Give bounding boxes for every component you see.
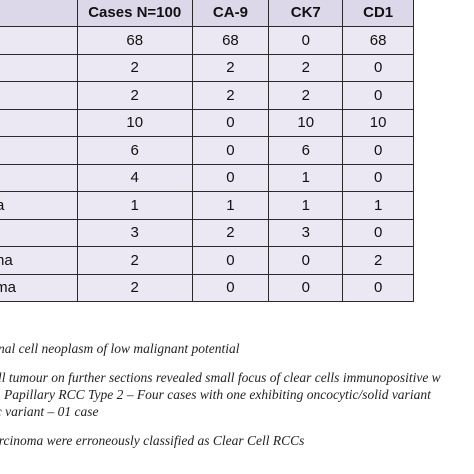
value-cell: 2 bbox=[76, 53, 193, 82]
table-row: ma3230 bbox=[0, 218, 414, 247]
value-cell: 0 bbox=[342, 53, 414, 82]
value-cell: 3 bbox=[76, 218, 193, 247]
row-label-cell: ma bbox=[0, 218, 78, 247]
value-cell: 0 bbox=[191, 246, 270, 275]
footnote-line: s, Papillary RCC Type 2 – Four cases wit… bbox=[0, 387, 431, 402]
value-cell: 4 bbox=[76, 163, 193, 192]
value-cell: 0 bbox=[342, 81, 414, 110]
value-cell: 2 bbox=[191, 53, 270, 82]
value-cell: 6 bbox=[76, 136, 193, 165]
value-cell: 10 bbox=[342, 108, 414, 137]
value-cell: 2 bbox=[268, 81, 344, 110]
table-row: 68 68 0 68 bbox=[0, 26, 414, 55]
table-row: arcinoma2002 bbox=[0, 246, 414, 275]
row-label-cell bbox=[0, 26, 78, 55]
value-cell: 0 bbox=[191, 273, 270, 302]
header-cell-cases: Cases N=100 bbox=[76, 0, 193, 27]
value-cell: 1 bbox=[268, 191, 344, 220]
footnotes: enal cell neoplasm of low malignant pote… bbox=[0, 340, 474, 449]
footnote-line: ell tumour on further sections revealed … bbox=[0, 370, 441, 385]
value-cell: 1 bbox=[191, 191, 270, 220]
header-cell-ck7: CK7 bbox=[268, 0, 344, 27]
value-cell: 2 bbox=[268, 53, 344, 82]
table-header-row: Cases N=100 CA-9 CK7 CD1 bbox=[0, 0, 414, 27]
table-row: 10 0 10 10 bbox=[0, 108, 414, 137]
value-cell: 0 bbox=[268, 246, 344, 275]
table-row: rcinoma1111 bbox=[0, 191, 414, 220]
footnote-line: arcinoma were erroneously classified as … bbox=[0, 433, 305, 448]
value-cell: 0 bbox=[191, 108, 270, 137]
value-cell: 2 bbox=[191, 218, 270, 247]
value-cell: 0 bbox=[342, 163, 414, 192]
row-label-cell: r RCC bbox=[0, 53, 78, 82]
value-cell: 68 bbox=[342, 26, 414, 55]
value-cell: 2 bbox=[342, 246, 414, 275]
value-cell: 1 bbox=[76, 191, 193, 220]
header-cell-label bbox=[0, 0, 78, 27]
value-cell: 0 bbox=[268, 273, 344, 302]
value-cell: 2 bbox=[191, 81, 270, 110]
results-table: Cases N=100 CA-9 CK7 CD1 6868068r RCC222… bbox=[0, 0, 414, 302]
value-cell: 0 bbox=[268, 26, 344, 55]
row-label-cell: C bbox=[0, 136, 78, 165]
row-label-cell: arcinoma bbox=[0, 246, 78, 275]
value-cell: 1 bbox=[268, 163, 344, 192]
value-cell: 10 bbox=[76, 108, 193, 137]
value-cell: 6 bbox=[268, 136, 344, 165]
value-cell: 1 bbox=[342, 191, 414, 220]
header-cell-ca9: CA-9 bbox=[191, 0, 270, 27]
value-cell: 3 bbox=[268, 218, 344, 247]
row-label-cell bbox=[0, 108, 78, 137]
value-cell: 0 bbox=[342, 218, 414, 247]
row-label-cell: rcinoma bbox=[0, 191, 78, 220]
row-label-cell bbox=[0, 81, 78, 110]
value-cell: 0 bbox=[191, 163, 270, 192]
value-cell: 2 bbox=[76, 81, 193, 110]
value-cell: 68 bbox=[76, 26, 193, 55]
value-cell: 10 bbox=[268, 108, 344, 137]
row-label-cell bbox=[0, 163, 78, 192]
value-cell: 68 bbox=[191, 26, 270, 55]
footnote-line: enal cell neoplasm of low malignant pote… bbox=[0, 341, 240, 356]
value-cell: 0 bbox=[342, 136, 414, 165]
value-cell: 0 bbox=[342, 273, 414, 302]
value-cell: 2 bbox=[76, 273, 193, 302]
value-cell: 0 bbox=[191, 136, 270, 165]
footnote-line: ic variant – 01 case bbox=[0, 404, 99, 419]
header-cell-cd1: CD1 bbox=[342, 0, 414, 27]
value-cell: 2 bbox=[76, 246, 193, 275]
row-label-cell: ryolipoma bbox=[0, 273, 78, 302]
table-row: r RCC2220 bbox=[0, 53, 414, 82]
table-body: 6868068r RCC222022201001010C60604010rcin… bbox=[0, 26, 414, 302]
table-row: ryolipoma2000 bbox=[0, 273, 414, 302]
table-row: C6060 bbox=[0, 136, 414, 165]
